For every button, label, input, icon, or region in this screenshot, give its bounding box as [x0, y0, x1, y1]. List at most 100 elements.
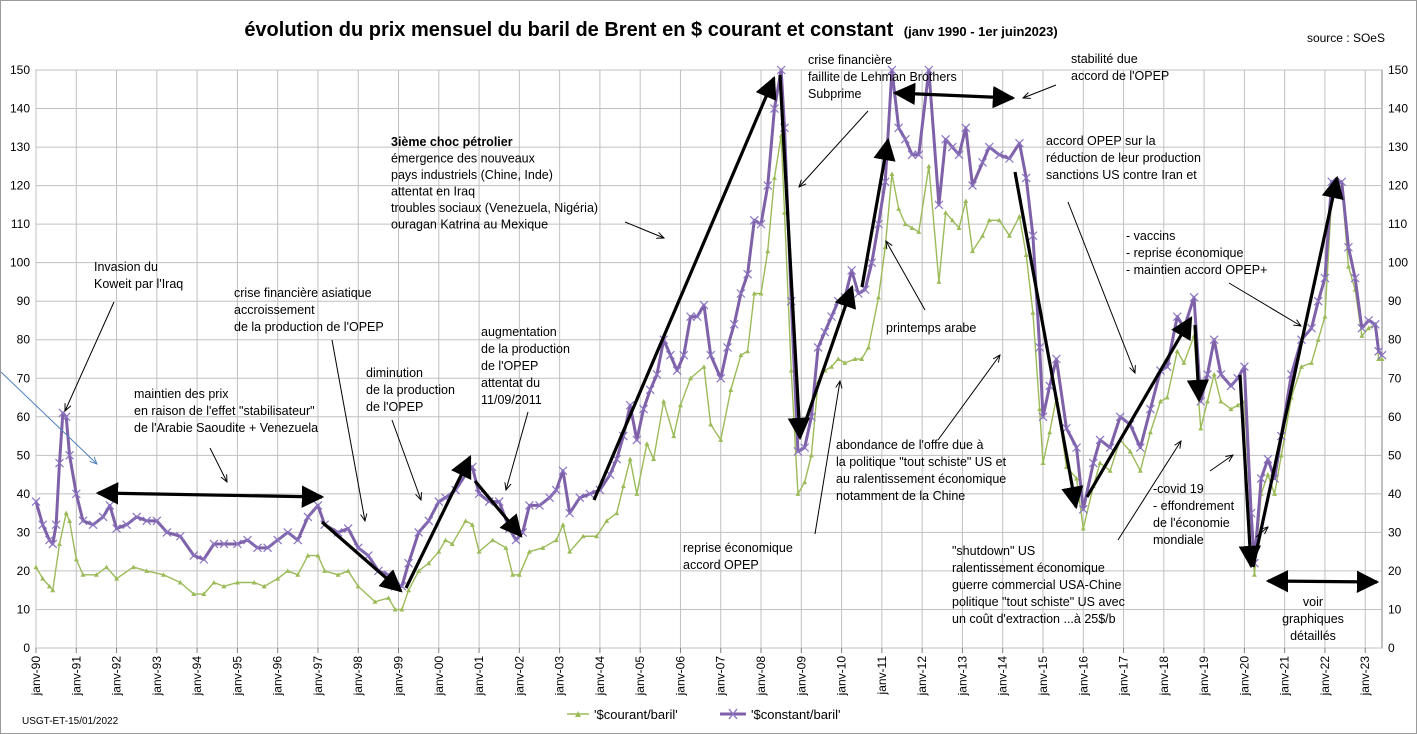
data-point-current — [1359, 333, 1365, 338]
pointer-diminution — [391, 419, 421, 500]
y-tick-label-right: 100 — [1388, 256, 1408, 270]
annotation-line: - reprise économique — [1126, 246, 1243, 260]
pointer-shutdown — [1117, 441, 1181, 541]
arrow-rise-1999-2000 — [404, 454, 472, 589]
x-tick-label: janv-93 — [150, 656, 164, 697]
y-tick-label-right: 50 — [1388, 448, 1402, 462]
x-tick-label: janv-08 — [754, 656, 768, 697]
x-tick-label: janv-23 — [1358, 656, 1372, 697]
annotation: "shutdown" US ralentissement économique gu… — [952, 544, 1125, 626]
data-point-current — [426, 560, 432, 566]
data-point-constant — [1095, 435, 1105, 445]
data-point-constant — [813, 343, 823, 352]
x-tick-label: janv-15 — [1036, 656, 1050, 697]
data-point-constant — [887, 65, 897, 75]
data-point-current — [936, 279, 942, 284]
pointer-3e-choc — [624, 221, 664, 238]
annotation-line: un coût d'extraction ...à 25$/b — [952, 612, 1116, 626]
y-tick-label-right: 70 — [1388, 371, 1402, 385]
y-tick-label-right: 20 — [1388, 564, 1402, 578]
data-point-constant — [273, 535, 283, 545]
data-point-constant — [934, 200, 944, 210]
annotation-line: printemps arabe — [886, 321, 976, 335]
y-tick-label-right: 30 — [1388, 525, 1402, 539]
x-tick-label: janv-17 — [1117, 656, 1131, 697]
annotation-line: diminution — [366, 366, 423, 380]
data-point-constant — [162, 527, 172, 537]
data-point-constant — [243, 535, 252, 545]
data-point-current — [553, 537, 559, 543]
data-point-current — [634, 491, 640, 496]
data-point-constant — [404, 558, 414, 568]
y-tick-label-left: 70 — [17, 371, 31, 385]
data-point-constant — [1088, 458, 1098, 468]
data-point-current — [963, 198, 969, 204]
data-point-current — [46, 583, 52, 589]
data-point-constant — [1021, 173, 1031, 183]
data-point-current — [1174, 348, 1180, 354]
data-point-current — [1228, 406, 1234, 412]
data-point-constant — [941, 134, 951, 144]
data-point-constant — [283, 527, 293, 537]
annotation-line: de l'Arabie Saoudite + Venezuela — [134, 421, 318, 435]
arrow-decline-1997-1998 — [320, 520, 403, 593]
x-tick-label: janv-00 — [432, 656, 446, 697]
data-point-constant — [1226, 381, 1236, 391]
annotation-line: crise financière — [808, 53, 892, 67]
y-tick-label-left: 90 — [17, 294, 31, 308]
data-point-current — [986, 217, 992, 223]
pointer-lines — [0, 84, 1301, 541]
data-point-constant — [827, 312, 836, 322]
annotation: augmentation de la production de l'OPEP att… — [481, 325, 570, 407]
data-point-constant — [686, 312, 695, 322]
data-point-constant — [692, 312, 702, 322]
series-current — [33, 133, 1385, 612]
data-point-current — [1309, 360, 1315, 365]
data-point-current — [191, 591, 197, 597]
x-tick-label: janv-98 — [351, 656, 365, 697]
data-point-current — [251, 579, 257, 585]
data-point-constant — [874, 219, 883, 229]
annotation-line: en raison de l'effet "stabilisateur" — [134, 404, 315, 418]
arrow-covid-drop — [1238, 374, 1262, 569]
data-point-current — [345, 568, 351, 573]
x-tick-label: janv-12 — [915, 656, 929, 697]
x-tick-label: janv-94 — [190, 656, 204, 697]
annotation-line: détaillés — [1290, 629, 1336, 643]
x-tick-label: janv-97 — [311, 656, 325, 697]
data-point-constant — [142, 516, 152, 526]
annotation-line: mondiale — [1153, 533, 1204, 547]
y-tick-label-left: 150 — [10, 63, 30, 77]
data-point-current — [295, 572, 301, 577]
data-point-constant — [132, 512, 142, 522]
annotation-line: attentat en Iraq — [391, 185, 475, 199]
data-point-constant — [1203, 369, 1212, 379]
data-point-current — [980, 233, 986, 238]
x-tick-label: janv-92 — [110, 656, 124, 697]
x-tick-label: janv-11 — [875, 656, 889, 696]
data-point-current — [399, 606, 405, 612]
y-tick-label-right: 120 — [1388, 179, 1408, 193]
annotation-line: guerre commercial USA-Chine — [952, 578, 1122, 592]
data-point-current — [956, 225, 962, 230]
data-point-constant — [645, 385, 655, 395]
data-point-current — [567, 549, 573, 554]
annotation: printemps arabe — [886, 321, 976, 335]
data-point-current — [1366, 325, 1372, 331]
data-point-constant — [414, 527, 424, 537]
data-point-constant — [1344, 242, 1353, 252]
data-point-current — [406, 587, 412, 593]
data-point-current — [73, 556, 79, 562]
arrow-drop-2018 — [1186, 324, 1210, 403]
data-point-current — [161, 572, 167, 577]
pointer-vaccins — [1228, 282, 1301, 326]
y-tick-label-right: 130 — [1388, 140, 1408, 154]
data-point-current — [620, 483, 626, 489]
pointer-printemps-arabe — [886, 241, 926, 311]
data-point-current — [1016, 213, 1022, 219]
annotation-line: Invasion du — [94, 260, 158, 274]
data-point-constant — [1256, 474, 1266, 483]
arrow-stable-1991-1997 — [95, 482, 325, 508]
annotation-line: -covid 19 — [1153, 482, 1204, 496]
annotation: maintien des prix en raison de l'effet "s… — [134, 387, 318, 435]
